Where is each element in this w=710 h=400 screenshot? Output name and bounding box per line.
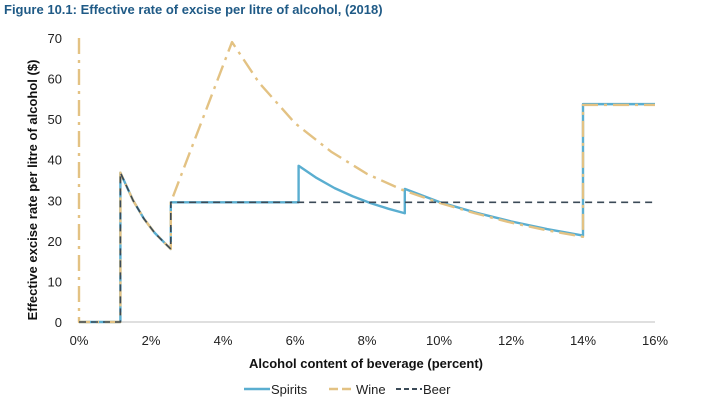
y-tick-label: 0 — [55, 315, 62, 330]
x-tick-label: 16% — [642, 333, 668, 348]
y-tick-label: 20 — [48, 234, 62, 249]
series-layer — [77, 38, 655, 324]
y-axis-label: Effective excise rate per litre of alcoh… — [25, 60, 40, 321]
series-line-beer — [79, 171, 655, 323]
legend: Spirits Wine Beer — [244, 382, 451, 397]
x-tick-label: 2% — [142, 333, 161, 348]
x-tick-label: 8% — [358, 333, 377, 348]
y-tick-label: 10 — [48, 274, 62, 289]
legend-label-wine: Wine — [356, 382, 386, 397]
chart-title: Figure 10.1: Effective rate of excise pe… — [4, 2, 383, 17]
legend-label-beer: Beer — [423, 382, 451, 397]
x-tick-label: 14% — [570, 333, 596, 348]
y-tick-label: 60 — [48, 72, 62, 87]
y-tick-label: 70 — [48, 31, 62, 46]
legend-label-spirits: Spirits — [271, 382, 308, 397]
x-tick-label: 0% — [70, 333, 89, 348]
y-tick-label: 40 — [48, 153, 62, 168]
x-tick-label: 12% — [498, 333, 524, 348]
x-tick-label: 10% — [426, 333, 452, 348]
axes: 0% 2% 4% 6% 8% 10% 12% 14% 16% 0 10 20 30 40 50 60 70 — [48, 31, 669, 348]
series-line-wine — [77, 38, 655, 324]
x-tick-label: 4% — [214, 333, 233, 348]
series-line-spirits — [79, 102, 655, 324]
x-tick-label: 6% — [286, 333, 305, 348]
x-axis-label: Alcohol content of beverage (percent) — [249, 356, 483, 371]
y-tick-label: 50 — [48, 112, 62, 127]
y-tick-label: 30 — [48, 193, 62, 208]
